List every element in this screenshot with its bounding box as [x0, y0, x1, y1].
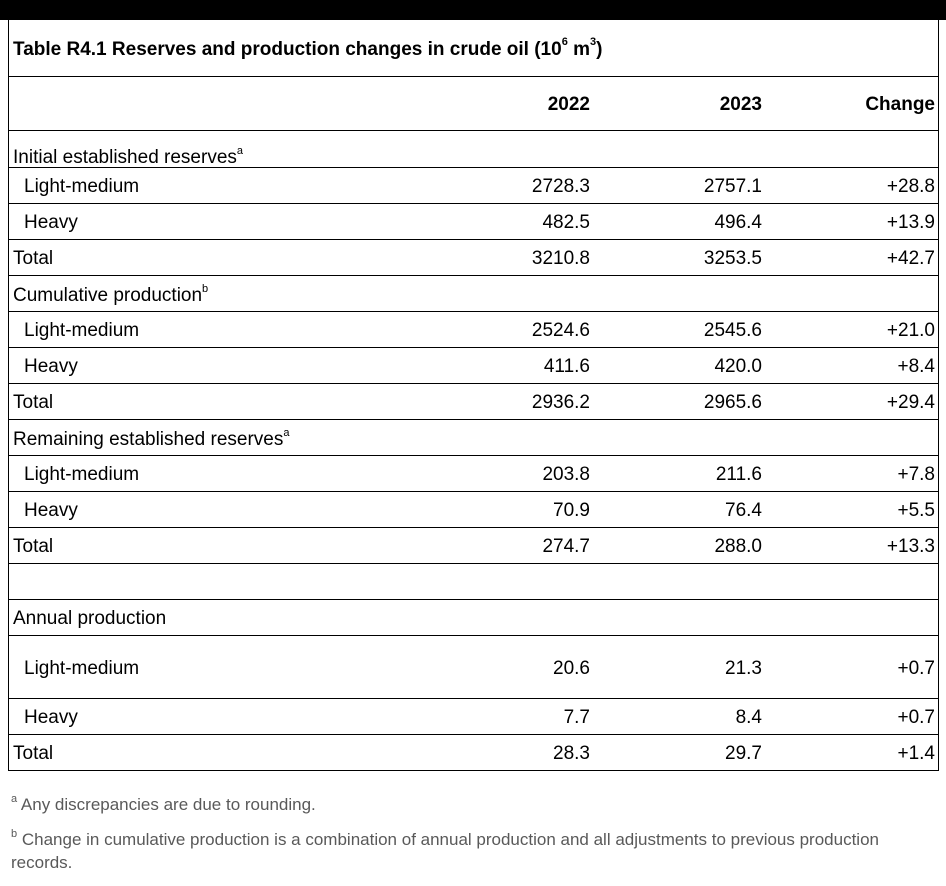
section-label: Annual production [13, 609, 166, 628]
row-label: Heavy [24, 500, 78, 521]
row-label: Light-medium [24, 464, 140, 485]
total-change: +1.4 [897, 743, 935, 764]
value-change: +5.5 [897, 500, 935, 521]
footnotes: a Any discrepancies are due to rounding.… [11, 793, 936, 874]
section-row: Remaining established reservesa [9, 420, 938, 456]
total-change: +29.4 [886, 392, 935, 413]
section-row: Cumulative productionb [9, 276, 938, 312]
value-2023: 21.3 [725, 658, 762, 679]
total-change: +42.7 [886, 248, 935, 269]
value-change: +28.8 [886, 176, 935, 197]
value-2022: 482.5 [542, 212, 590, 233]
total-2023: 3253.5 [703, 248, 762, 269]
top-black-bar [0, 0, 946, 20]
total-2023: 29.7 [725, 743, 762, 764]
total-label: Total [13, 392, 54, 413]
footnote-b: b Change in cumulative production is a c… [11, 828, 879, 873]
total-2023: 2965.6 [703, 392, 762, 413]
table-title-row: Table R4.1 Reserves and production chang… [9, 20, 938, 77]
value-2023: 2545.6 [703, 320, 762, 341]
table-row: Light-medium 2728.3 2757.1 +28.8 [9, 168, 938, 204]
total-label: Total [13, 248, 54, 269]
table-row: Heavy 7.7 8.4 +0.7 [9, 699, 938, 735]
table-title: Table R4.1 Reserves and production chang… [13, 36, 603, 60]
section-label-text: Annual production [13, 608, 167, 629]
value-2023: 211.6 [715, 464, 762, 485]
value-change: +21.0 [886, 320, 935, 341]
section-row: Annual production [9, 600, 938, 636]
blank-row [9, 564, 938, 600]
row-label: Heavy [24, 707, 78, 728]
total-row: Total 274.7 288.0 +13.3 [9, 528, 938, 564]
footnote-marker: b [202, 283, 209, 295]
row-label: Heavy [24, 212, 78, 233]
row-label: Heavy [24, 356, 78, 377]
value-2022: 2728.3 [531, 176, 590, 197]
value-2022: 2524.6 [531, 320, 590, 341]
value-2023: 2757.1 [703, 176, 762, 197]
value-change: +7.8 [897, 464, 935, 485]
table-row: Heavy 482.5 496.4 +13.9 [9, 204, 938, 240]
total-2022: 274.7 [542, 536, 590, 557]
header-2022: 2022 [547, 94, 590, 115]
row-label: Light-medium [24, 320, 140, 341]
total-2022: 28.3 [553, 743, 590, 764]
total-label: Total [13, 743, 54, 764]
value-change: +0.7 [897, 707, 935, 728]
section-label: Remaining established reservesa [13, 427, 290, 450]
section-label-text: Initial established reserves [13, 147, 237, 168]
section-label: Initial established reservesa [13, 145, 244, 168]
reserves-table: Table R4.1 Reserves and production chang… [8, 20, 939, 771]
total-2022: 2936.2 [531, 392, 590, 413]
header-change: Change [865, 94, 935, 115]
table-header-row: 2022 2023 Change [9, 77, 938, 131]
section-label-text: Cumulative production [13, 285, 203, 306]
value-change: +8.4 [897, 356, 935, 377]
table-body: Initial established reservesa Light-mediu… [9, 131, 938, 771]
table-row: Light-medium 203.8 211.6 +7.8 [9, 456, 938, 492]
total-change: +13.3 [886, 536, 935, 557]
table-row: Light-medium 20.6 21.3 +0.7 [9, 636, 938, 699]
section-row: Initial established reservesa [9, 131, 938, 168]
total-label: Total [13, 536, 54, 557]
total-row: Total 2936.2 2965.6 +29.4 [9, 384, 938, 420]
total-2023: 288.0 [714, 536, 762, 557]
value-2022: 20.6 [553, 658, 590, 679]
value-2023: 76.4 [725, 500, 762, 521]
footnote-a: a Any discrepancies are due to rounding. [11, 793, 316, 815]
value-2022: 7.7 [563, 707, 590, 728]
value-2022: 203.8 [542, 464, 590, 485]
row-label: Light-medium [24, 658, 140, 679]
value-2023: 496.4 [714, 212, 762, 233]
table-row: Heavy 70.9 76.4 +5.5 [9, 492, 938, 528]
footnote-marker: a [283, 427, 290, 439]
value-change: +0.7 [897, 658, 935, 679]
table-row: Heavy 411.6 420.0 +8.4 [9, 348, 938, 384]
value-2022: 411.6 [543, 356, 590, 377]
row-label: Light-medium [24, 176, 140, 197]
total-row: Total 28.3 29.7 +1.4 [9, 735, 938, 771]
value-change: +13.9 [886, 212, 935, 233]
value-2022: 70.9 [553, 500, 590, 521]
total-2022: 3210.8 [531, 248, 590, 269]
footnote-marker: a [236, 145, 244, 157]
table-row: Light-medium 2524.6 2545.6 +21.0 [9, 312, 938, 348]
header-2023: 2023 [719, 94, 762, 115]
total-row: Total 3210.8 3253.5 +42.7 [9, 240, 938, 276]
value-2023: 420.0 [714, 356, 762, 377]
section-label: Cumulative productionb [13, 283, 209, 306]
value-2023: 8.4 [735, 707, 762, 728]
section-label-text: Remaining established reserves [13, 429, 284, 450]
